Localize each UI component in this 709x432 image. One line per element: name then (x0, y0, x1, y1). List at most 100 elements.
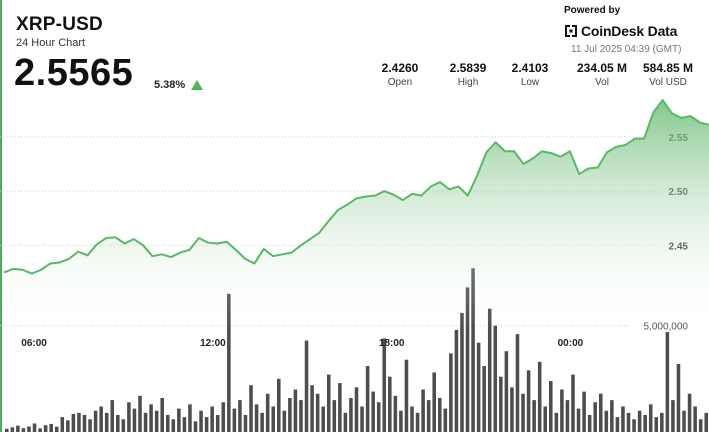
volume-bar (182, 417, 187, 432)
volume-bar (388, 376, 392, 432)
volume-bar (560, 389, 564, 432)
volume-bar (254, 404, 259, 432)
time-tick-label: 00:00 (558, 338, 584, 349)
volume-bar (465, 287, 470, 432)
volume-bar (382, 338, 387, 432)
volume-bar (10, 427, 15, 432)
stat-label: Vol (595, 77, 609, 88)
stat-low: 2.4103 Low (490, 61, 570, 88)
stat-value: 234.05 M (576, 61, 628, 75)
volume-bar (265, 393, 270, 432)
volume-bar (471, 268, 475, 432)
volume-bar (27, 426, 31, 432)
volume-bar (143, 412, 148, 432)
stat-label: Low (520, 77, 540, 88)
volume-bar (393, 395, 398, 432)
volume-bar (171, 419, 176, 432)
volume-bar (293, 389, 298, 432)
volume-bar (704, 412, 708, 432)
volume-bar (654, 417, 659, 432)
volume-bar (54, 426, 59, 432)
volume-bar (38, 428, 42, 432)
volume-bar (260, 412, 264, 432)
stat-open: 2.4260 Open (360, 61, 440, 88)
powered-by-label: Powered by (564, 5, 621, 16)
volume-bar (221, 402, 226, 432)
volume-bar (521, 393, 525, 432)
volume-bar (554, 412, 559, 432)
time-tick-label: 06:00 (21, 338, 47, 349)
volume-bar (565, 400, 570, 432)
volume-bar (660, 412, 664, 432)
volume-bar (43, 425, 48, 432)
volume-bar (360, 406, 364, 432)
coindesk-logo-icon (565, 25, 577, 37)
volume-bar (604, 410, 609, 432)
volume-bar (271, 406, 276, 432)
volume-bar (249, 385, 253, 432)
up-arrow-icon (191, 80, 203, 90)
volume-bar (671, 400, 675, 432)
coindesk-data-logo[interactable]: CoinDesk Data (564, 22, 677, 40)
volume-bar (60, 417, 65, 432)
price-line (3, 99, 709, 275)
volume-bar (460, 312, 464, 432)
volume-bar (160, 397, 164, 432)
volume-bar (210, 406, 214, 432)
volume-bar (332, 400, 337, 432)
volume-bar (338, 383, 342, 432)
volume-bar (365, 366, 370, 432)
volume-bar (532, 400, 536, 432)
volume-bar (138, 395, 142, 432)
volume-bar (227, 293, 231, 432)
volume-bar (426, 400, 431, 432)
volume-bar (693, 406, 697, 432)
volume-bar (110, 400, 115, 432)
volume-bar (687, 393, 692, 432)
volume-bar (104, 412, 109, 432)
volume-bar (282, 410, 287, 432)
volume-bar (154, 410, 159, 432)
volume-bar (476, 342, 481, 432)
current-price: 2.5565 (14, 52, 134, 94)
volume-bar (343, 412, 348, 432)
volume-bar (515, 334, 520, 432)
volume-bar (632, 419, 636, 432)
volume-bar (82, 414, 87, 432)
volume-bar (454, 329, 459, 432)
time-tick-label: 12:00 (200, 338, 226, 349)
volume-bar (449, 353, 453, 432)
volume-bar (132, 408, 137, 432)
volume-bar (437, 397, 442, 432)
volume-bar (615, 417, 620, 432)
volume-bar (665, 332, 670, 432)
volume-bar (77, 412, 81, 432)
stat-label: Vol USD (649, 77, 687, 88)
volume-bar (510, 387, 514, 432)
time-tick-label: 18:00 (379, 338, 405, 349)
stat-value: 2.5839 (449, 61, 487, 75)
volume-bar (598, 393, 603, 432)
volume-bar (127, 402, 131, 432)
volume-bar (288, 397, 292, 432)
volume-bar (49, 423, 53, 432)
volume-bar (71, 413, 76, 432)
volume-bar (165, 414, 170, 432)
volume-bar (698, 419, 703, 432)
volume-bar (121, 419, 126, 432)
volume-bar (582, 391, 586, 432)
volume-bar (643, 414, 647, 432)
volume-bar (188, 404, 192, 432)
price-area (4, 100, 709, 330)
left-accent-rule (0, 0, 2, 432)
volume-bar (415, 412, 420, 432)
volume-bar (299, 400, 303, 432)
stat-label: Open (387, 77, 413, 88)
volume-bar (371, 391, 375, 432)
volume-bar (593, 402, 597, 432)
stat-volume: 234.05 M Vol (562, 61, 642, 88)
volume-bar (21, 428, 26, 432)
volume-bar (149, 404, 153, 432)
volume-bar (177, 408, 181, 432)
